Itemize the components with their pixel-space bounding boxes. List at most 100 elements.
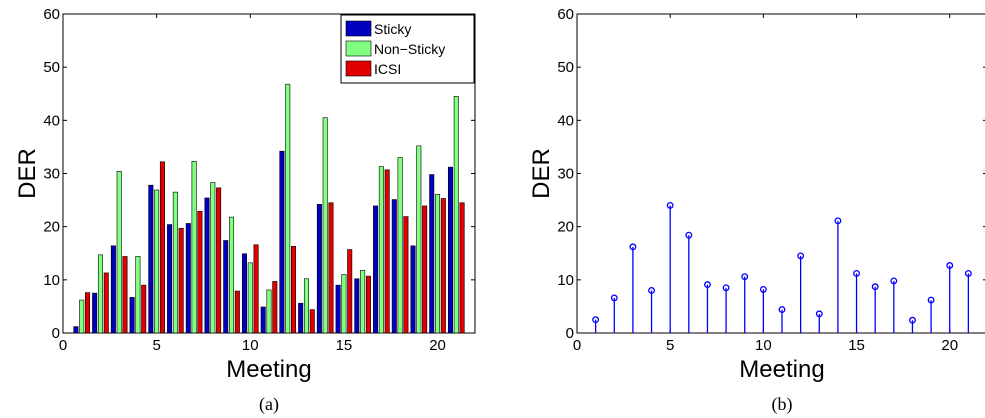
stem-marker-19	[927, 296, 935, 304]
bar-sticky-17	[373, 205, 379, 334]
legend: Sticky Non−Sticky ICSI	[340, 14, 475, 84]
stem-marker-10	[759, 285, 767, 293]
y-axis-label: DER	[528, 148, 555, 199]
y-tick-label: 0	[52, 325, 60, 342]
y-tick-label: 50	[43, 59, 60, 76]
bar-non-sticky-3	[116, 171, 122, 334]
bar-icsi-21	[459, 202, 465, 334]
bar-non-sticky-4	[135, 256, 141, 334]
legend-label-1: Non−Sticky	[374, 41, 445, 57]
bar-non-sticky-11	[266, 289, 272, 334]
bar-icsi-2	[103, 272, 109, 334]
legend-label-2: ICSI	[374, 61, 401, 77]
bar-icsi-4	[141, 284, 147, 334]
bar-sticky-13	[298, 302, 304, 334]
bar-sticky-20	[429, 174, 435, 334]
stem-marker-12	[797, 252, 805, 260]
stem-marker-4	[648, 287, 655, 294]
y-tick-label: 20	[43, 219, 60, 236]
legend-swatch-2	[345, 60, 372, 77]
bar-non-sticky-1	[79, 299, 85, 334]
legend-swatch-0	[345, 20, 372, 37]
bar-icsi-5	[159, 161, 165, 334]
y-axis-label: DER	[14, 148, 41, 199]
x-tick-label: 0	[59, 337, 67, 354]
bar-non-sticky-17	[378, 166, 384, 334]
y-tick-label: 60	[557, 6, 574, 23]
x-tick-label: 10	[755, 337, 772, 354]
x-tick-label: 0	[573, 337, 581, 354]
stem-marker-20	[946, 262, 954, 269]
bar-sticky-8	[204, 197, 210, 334]
bar-icsi-13	[309, 309, 315, 334]
bar-non-sticky-16	[360, 269, 366, 334]
stem-marker-2	[610, 294, 618, 302]
bar-non-sticky-7	[191, 160, 197, 334]
bar-sticky-4	[129, 297, 135, 334]
bar-sticky-6	[167, 224, 173, 334]
bar-icsi-12	[291, 246, 297, 334]
bar-sticky-19	[410, 245, 416, 334]
panel-caption: (a)	[259, 394, 279, 415]
bar-sticky-3	[110, 245, 116, 334]
bar-icsi-17	[384, 169, 390, 334]
stem-marker-11	[778, 306, 786, 314]
panel-a-bar-chart: 0 10 20 30 40 50 60 0 5 10 15 20 Meeting DER (a) Sticky…	[14, 6, 476, 415]
y-tick-label: 30	[557, 166, 574, 183]
bar-non-sticky-12	[285, 83, 291, 334]
y-tick-label: 20	[557, 219, 574, 236]
bar-non-sticky-13	[303, 278, 309, 334]
stem-marker-9	[741, 273, 749, 281]
bar-sticky-5	[148, 184, 154, 334]
stem-marker-6	[685, 231, 693, 239]
bar-sticky-16	[354, 278, 360, 334]
stem-marker-17	[890, 277, 898, 285]
x-axis-label: Meeting	[226, 356, 311, 383]
legend-swatch-1	[345, 40, 372, 57]
y-tick-label: 50	[557, 59, 574, 76]
x-axis-label: Meeting	[739, 356, 824, 383]
bar-non-sticky-21	[453, 96, 459, 334]
bar-sticky-2	[92, 292, 98, 334]
bar-sticky-15	[335, 284, 341, 334]
stem-marker-14	[834, 217, 842, 225]
bar-non-sticky-2	[97, 254, 103, 334]
x-tick-label: 5	[666, 337, 674, 354]
bar-non-sticky-18	[397, 157, 403, 334]
stem-marker-21	[964, 270, 972, 277]
stem-marker-15	[853, 270, 860, 277]
stem-marker-13	[815, 310, 823, 318]
panel-b-stem-chart: 0 10 20 30 40 50 60 0 5 10 15 20 Meeting DER (b)	[528, 6, 985, 415]
bar-non-sticky-14	[322, 117, 328, 334]
bar-icsi-18	[403, 216, 409, 334]
bar-non-sticky-20	[435, 193, 441, 334]
bar-sticky-11	[260, 306, 266, 334]
stem-marker-16	[871, 283, 879, 291]
y-tick-label: 40	[43, 112, 60, 129]
bar-icsi-14	[328, 202, 334, 334]
bar-icsi-9	[234, 290, 240, 334]
bar-non-sticky-15	[341, 274, 347, 334]
stem-marker-7	[704, 281, 711, 289]
bar-icsi-15	[347, 249, 353, 334]
x-tick-label: 20	[429, 337, 446, 354]
bar-non-sticky-8	[210, 182, 216, 334]
y-tick-label: 0	[566, 325, 574, 342]
stem-marker-1	[592, 316, 600, 324]
x-tick-label: 20	[941, 337, 958, 354]
y-tick-label: 10	[557, 272, 574, 289]
bar-sticky-21	[447, 166, 453, 334]
bar-sticky-12	[279, 150, 285, 334]
bar-icsi-1	[85, 292, 91, 334]
bar-sticky-1	[73, 326, 79, 334]
bar-icsi-7	[197, 210, 203, 334]
bar-non-sticky-19	[416, 145, 422, 334]
bar-non-sticky-9	[229, 216, 235, 334]
bar-non-sticky-6	[172, 191, 178, 334]
stem-marker-3	[629, 243, 637, 251]
legend-label-0: Sticky	[374, 21, 411, 37]
bar-sticky-14	[316, 204, 322, 334]
plot-area	[576, 13, 985, 334]
y-tick-label: 10	[43, 272, 60, 289]
bar-sticky-10	[241, 253, 247, 334]
